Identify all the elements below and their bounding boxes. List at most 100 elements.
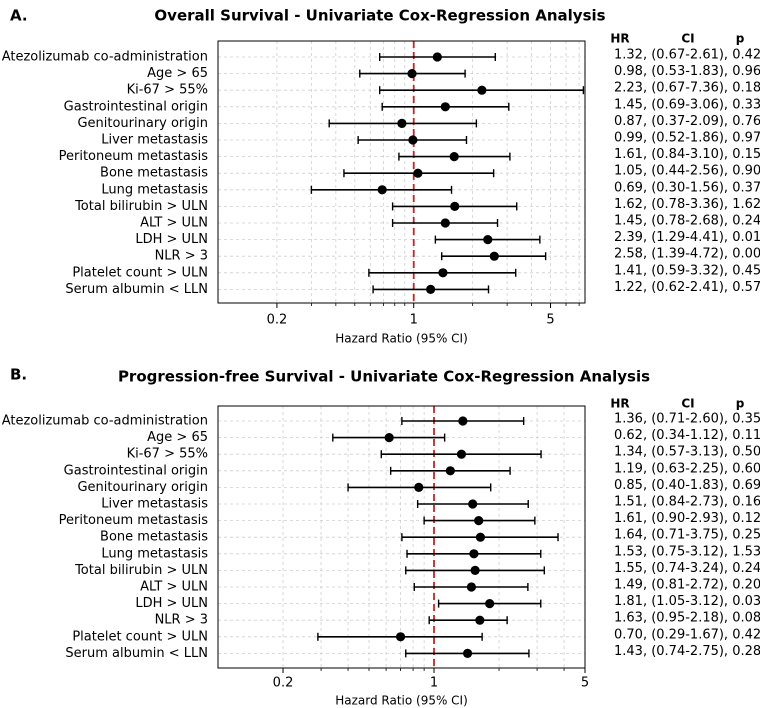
hr-point (384, 433, 394, 443)
table-row-text: 0.85, (0.40-1.83), 0.69 (614, 478, 760, 493)
row-label: Lung metastasis (101, 546, 208, 561)
hr-point (469, 549, 479, 559)
x-tick-label: 0.2 (273, 676, 294, 691)
row-label: LDH > ULN (135, 596, 208, 611)
table-row-text: 0.98, (0.53-1.83), 0.96 (614, 64, 760, 79)
hr-point (477, 85, 487, 95)
table-row-text: 1.45, (0.69-3.06), 0.33 (614, 97, 760, 112)
hr-point (470, 565, 480, 576)
x-tick-label: 0.2 (267, 313, 288, 328)
row-label: Ki-67 > 55% (127, 447, 208, 462)
row-label: ALT > ULN (140, 580, 208, 595)
row-label: Bone metastasis (100, 166, 208, 181)
hr-point (408, 135, 418, 145)
table-row-text: 1.51, (0.84-2.73), 0.16 (614, 495, 760, 510)
hr-point (449, 152, 459, 162)
chart-title: Overall Survival - Univariate Cox-Regres… (154, 7, 605, 25)
row-label: ALT > ULN (140, 216, 208, 231)
panel-label: A. (10, 7, 28, 25)
table-row-text: 1.45, (0.78-2.68), 0.24 (614, 214, 760, 229)
hr-point (462, 648, 473, 659)
chart-title: Progression-free Survival - Univariate C… (118, 368, 650, 386)
table-row-text: 0.70, (0.29-1.67), 0.42 (614, 627, 760, 642)
table-row-text: 1.34, (0.57-3.13), 0.50 (614, 445, 760, 460)
row-label: Platelet count > ULN (72, 629, 208, 644)
hr-point (483, 235, 493, 245)
panel-label: B. (10, 366, 27, 384)
plot-frame (217, 405, 586, 669)
row-label: Peritoneum metastasis (59, 513, 209, 528)
hr-point (450, 201, 460, 211)
row-label: Serum albumin < LLN (65, 282, 208, 297)
table-row-text: 1.41, (0.59-3.32), 0.45 (614, 263, 760, 278)
table-row-text: 1.64, (0.71-3.75), 0.25 (614, 528, 760, 543)
row-label: Platelet count > ULN (72, 265, 208, 280)
x-axis-label: Hazard Ratio (95% CI) (335, 332, 468, 346)
row-label: Atezolizumab co-administration (2, 414, 208, 429)
hr-point (466, 582, 477, 592)
table-row-text: 1.61, (0.90-2.93), 0.12 (614, 511, 760, 526)
hr-point (474, 516, 484, 526)
table-header-hr: HR (610, 32, 629, 46)
row-label: NLR > 3 (155, 249, 208, 264)
table-row-text: 1.05, (0.44-2.56), 0.90 (614, 164, 760, 179)
table-row-text: 1.36, (0.71-2.60), 0.35 (614, 412, 760, 427)
table-row-text: 1.55, (0.74-3.24), 0.24 (614, 561, 760, 576)
table-row-text: 1.43, (0.74-2.75), 0.28 (614, 644, 760, 659)
hr-point (432, 52, 442, 62)
hr-point (407, 69, 417, 79)
row-label: Total bilirubin > ULN (74, 199, 208, 214)
table-header-p: p (736, 397, 745, 411)
table-row-text: 1.81, (1.05-3.12), 0.03 (614, 594, 760, 609)
table-row-text: 0.69, (0.30-1.56), 0.37 (614, 180, 760, 195)
row-label: Peritoneum metastasis (59, 149, 209, 164)
table-row-text: 1.62, (0.78-3.36), 1.62 (614, 197, 760, 212)
hr-point (426, 284, 436, 294)
row-label: Total bilirubin > ULN (74, 563, 208, 578)
hr-point (395, 632, 406, 642)
row-label: Genitourinary origin (77, 116, 208, 131)
table-row-text: 1.22, (0.62-2.41), 0.57 (614, 280, 760, 295)
table-row-text: 2.23, (0.67-7.36), 0.18 (614, 81, 760, 96)
table-row-text: 1.63, (0.95-2.18), 0.08 (614, 611, 760, 626)
hr-point (468, 499, 478, 509)
table-row-text: 2.58, (1.39-4.72), 0.00 (614, 247, 760, 262)
hr-point (377, 185, 387, 195)
hr-point (440, 102, 450, 112)
row-label: Serum albumin < LLN (65, 646, 208, 661)
hr-point (475, 532, 486, 542)
row-label: Lung metastasis (101, 182, 208, 197)
row-label: Liver metastasis (101, 497, 208, 512)
row-label: NLR > 3 (155, 613, 208, 628)
hr-point (397, 118, 407, 128)
row-label: Age > 65 (147, 430, 208, 445)
x-axis-label: Hazard Ratio (95% CI) (335, 694, 468, 708)
table-row-text: 0.62, (0.34-1.12), 0.11 (614, 428, 760, 443)
table-row-text: 0.87, (0.37-2.09), 0.76 (614, 114, 760, 129)
hr-point (489, 251, 499, 261)
table-row-text: 2.39, (1.29-4.41), 0.01 (614, 230, 760, 245)
table-header-ci: CI (681, 397, 694, 411)
hr-point (413, 168, 423, 178)
row-label: Atezolizumab co-administration (2, 50, 208, 65)
x-tick-label: 5 (581, 676, 589, 691)
x-tick-label: 1 (430, 676, 438, 691)
row-label: LDH > ULN (135, 232, 208, 247)
hr-point (458, 416, 468, 426)
table-header-p: p (736, 32, 745, 46)
hr-point (438, 268, 448, 278)
table-row-text: 1.19, (0.63-2.25), 0.60 (614, 461, 760, 476)
hr-point (456, 449, 467, 459)
row-label: Age > 65 (147, 66, 208, 81)
x-tick-label: 5 (546, 313, 554, 328)
table-row-text: 1.61, (0.84-3.10), 0.15 (614, 147, 760, 162)
table-row-text: 1.49, (0.81-2.72), 0.20 (614, 578, 760, 593)
hr-point (485, 599, 495, 609)
row-label: Liver metastasis (101, 133, 208, 148)
plot-frame (217, 40, 586, 304)
row-label: Gastrointestinal origin (64, 99, 208, 114)
row-label: Gastrointestinal origin (64, 463, 208, 478)
table-row-text: 0.99, (0.52-1.86), 0.97 (614, 131, 760, 146)
row-label: Ki-67 > 55% (127, 83, 208, 98)
